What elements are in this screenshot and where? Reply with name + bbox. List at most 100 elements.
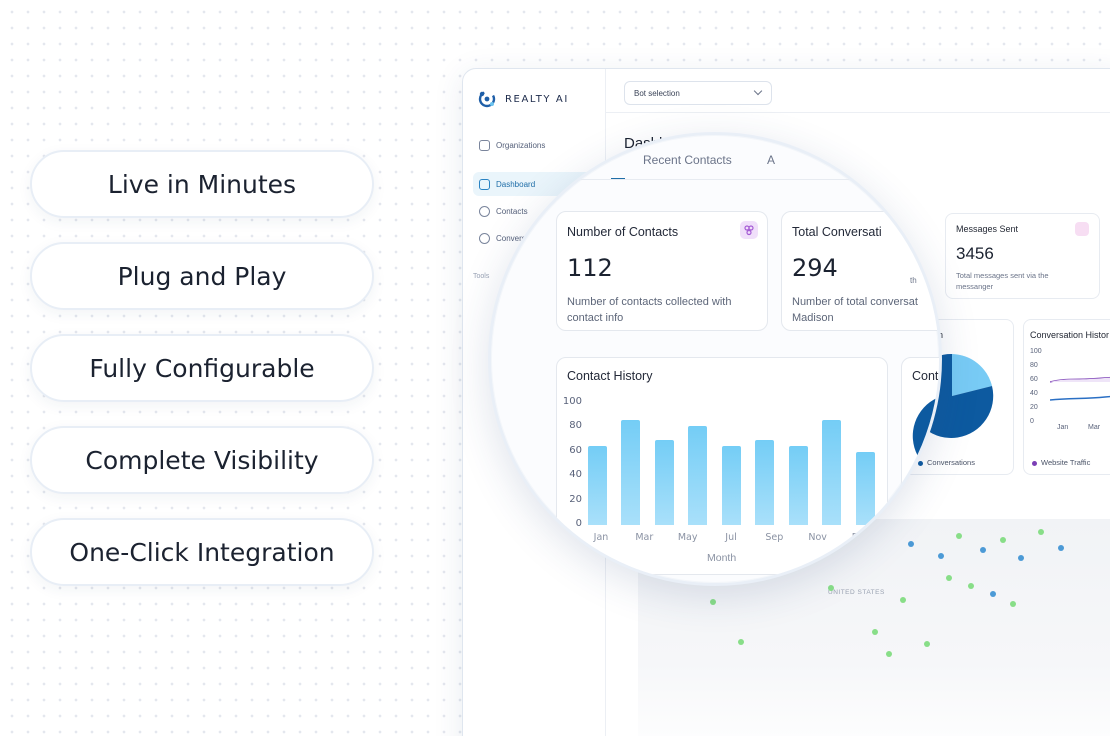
bar-feb[interactable] bbox=[621, 420, 640, 525]
total-conversations-title: Total Conversati bbox=[792, 225, 882, 239]
history-legend: Website Traffic bbox=[1032, 458, 1090, 467]
app-logo[interactable]: REALTY AI bbox=[477, 89, 569, 109]
y-tick: 60 bbox=[569, 444, 582, 456]
map-marker bbox=[1010, 601, 1016, 607]
map-marker bbox=[946, 575, 952, 581]
feature-label: One-Click Integration bbox=[69, 537, 335, 567]
area-website-traffic bbox=[1050, 377, 1110, 382]
users-group-icon bbox=[740, 221, 758, 239]
legend-dot-icon bbox=[927, 462, 933, 468]
bot-selection-value: Bot selection bbox=[634, 88, 680, 98]
x-tick: Dec bbox=[851, 532, 871, 543]
feature-label: Live in Minutes bbox=[107, 169, 297, 199]
messages-sent-desc: Total messages sent via the messanger bbox=[956, 271, 1049, 291]
sidebar-item-label: Conversat bbox=[496, 233, 533, 243]
y-tick: 80 bbox=[569, 420, 582, 432]
y-tick: 0 bbox=[1030, 418, 1034, 425]
conversation-history-lines bbox=[1050, 376, 1110, 401]
y-tick: 60 bbox=[1030, 376, 1038, 383]
bar-aug[interactable] bbox=[822, 420, 841, 525]
map-marker bbox=[990, 591, 996, 597]
pie-slice-light bbox=[952, 354, 992, 396]
feature-pill-live: Live in Minutes bbox=[30, 150, 374, 218]
map-marker bbox=[1058, 545, 1064, 551]
y-tick: 100 bbox=[562, 396, 582, 407]
conversation-history-card: Conversation Histor 100 80 60 40 20 0 Ja… bbox=[1023, 319, 1110, 475]
conversation-history-title: Conversation Histor bbox=[1030, 330, 1110, 340]
bar-sep[interactable] bbox=[855, 451, 875, 525]
messages-sent-title: Messages Sent bbox=[956, 224, 1019, 234]
x-tick: Mar bbox=[1088, 424, 1101, 431]
map-marker bbox=[1000, 537, 1006, 543]
feature-label: Plug and Play bbox=[117, 261, 287, 291]
y-tick: 20 bbox=[1030, 404, 1038, 411]
map-marker bbox=[1038, 529, 1044, 535]
tabs-divider bbox=[563, 179, 939, 180]
bar-mar[interactable] bbox=[654, 439, 674, 525]
contacts-count-value: 112 bbox=[567, 254, 613, 282]
sidebar-item-label: Contacts bbox=[496, 206, 528, 216]
x-tick: Jan bbox=[593, 532, 609, 543]
bar-jun[interactable] bbox=[755, 439, 774, 525]
topbar: Bot selection bbox=[606, 69, 1110, 113]
message-icon bbox=[1075, 222, 1089, 236]
conversion-card-lens: Cont s Conversations bbox=[901, 357, 939, 505]
sidebar-item-organizations[interactable]: Organizations bbox=[473, 133, 597, 157]
x-tick: Nov bbox=[808, 532, 827, 543]
contacts-count-desc: Number of contacts collected with contac… bbox=[567, 296, 732, 324]
bar-jul[interactable] bbox=[788, 445, 808, 525]
feature-pill-plug: Plug and Play bbox=[30, 242, 374, 310]
feature-label: Fully Configurable bbox=[89, 353, 315, 383]
y-tick: 40 bbox=[569, 469, 582, 481]
map-marker bbox=[924, 641, 930, 647]
pie-legend-label: Conversations bbox=[937, 460, 939, 469]
map-marker bbox=[872, 629, 878, 635]
map-marker bbox=[738, 639, 744, 645]
pie-slice-conversations bbox=[912, 397, 939, 475]
x-tick: Sep bbox=[765, 532, 784, 543]
map-country-label: UNITED STATES bbox=[828, 589, 885, 596]
conversion-pie-lens bbox=[912, 397, 939, 475]
headset-icon bbox=[479, 232, 490, 244]
x-axis-label: Month bbox=[707, 552, 737, 564]
line-conversations bbox=[1050, 395, 1110, 401]
sidebar-item-conversations[interactable]: Conversat bbox=[473, 226, 597, 250]
total-conversations-card: Total Conversati 294 Number of total con… bbox=[781, 211, 939, 331]
tools-label: Tools bbox=[473, 273, 490, 280]
contact-history-title: Contact History bbox=[567, 369, 653, 383]
chevron-down-icon bbox=[753, 86, 763, 96]
map-marker bbox=[938, 553, 944, 559]
map-marker bbox=[908, 541, 914, 547]
users-icon bbox=[479, 205, 490, 217]
map-marker bbox=[710, 599, 716, 605]
bar-apr[interactable] bbox=[688, 426, 707, 525]
y-tick: 40 bbox=[1030, 390, 1038, 397]
messages-sent-value: 3456 bbox=[956, 244, 994, 263]
sidebar-item-label: Organizations bbox=[496, 140, 546, 150]
map-marker bbox=[900, 597, 906, 603]
grid-icon bbox=[479, 178, 490, 190]
x-tick: Jan bbox=[1057, 424, 1069, 431]
pie-legend-lens: s Conversations bbox=[918, 460, 939, 469]
bar-jan[interactable] bbox=[587, 445, 607, 525]
map-marker bbox=[980, 547, 986, 553]
feature-pill-visibility: Complete Visibility bbox=[30, 426, 374, 494]
sidebar-item-label: Dashboard bbox=[496, 179, 536, 189]
bar-may[interactable] bbox=[721, 445, 741, 525]
contacts-count-title: Number of Contacts bbox=[567, 225, 679, 239]
sidebar-item-contacts[interactable]: Contacts bbox=[473, 199, 597, 223]
chat-icon bbox=[918, 222, 936, 240]
legend-dot-icon bbox=[1032, 460, 1037, 466]
realty-ai-logo-icon bbox=[478, 90, 496, 108]
messages-sent-card: Messages Sent 3456 Total messages sent v… bbox=[945, 213, 1100, 299]
y-tick: 100 bbox=[1030, 348, 1042, 355]
map-marker bbox=[828, 585, 834, 591]
conversion-title-lens: Cont bbox=[912, 369, 939, 383]
tab-recent-contacts[interactable]: Recent Contacts bbox=[643, 153, 732, 167]
total-conversations-value: 294 bbox=[792, 254, 838, 282]
tab-a[interactable]: A bbox=[767, 153, 776, 167]
map-marker bbox=[968, 583, 974, 589]
map-marker bbox=[1018, 555, 1024, 561]
x-tick: Jul bbox=[725, 532, 737, 543]
bot-selection-dropdown[interactable]: Bot selection bbox=[624, 81, 772, 105]
